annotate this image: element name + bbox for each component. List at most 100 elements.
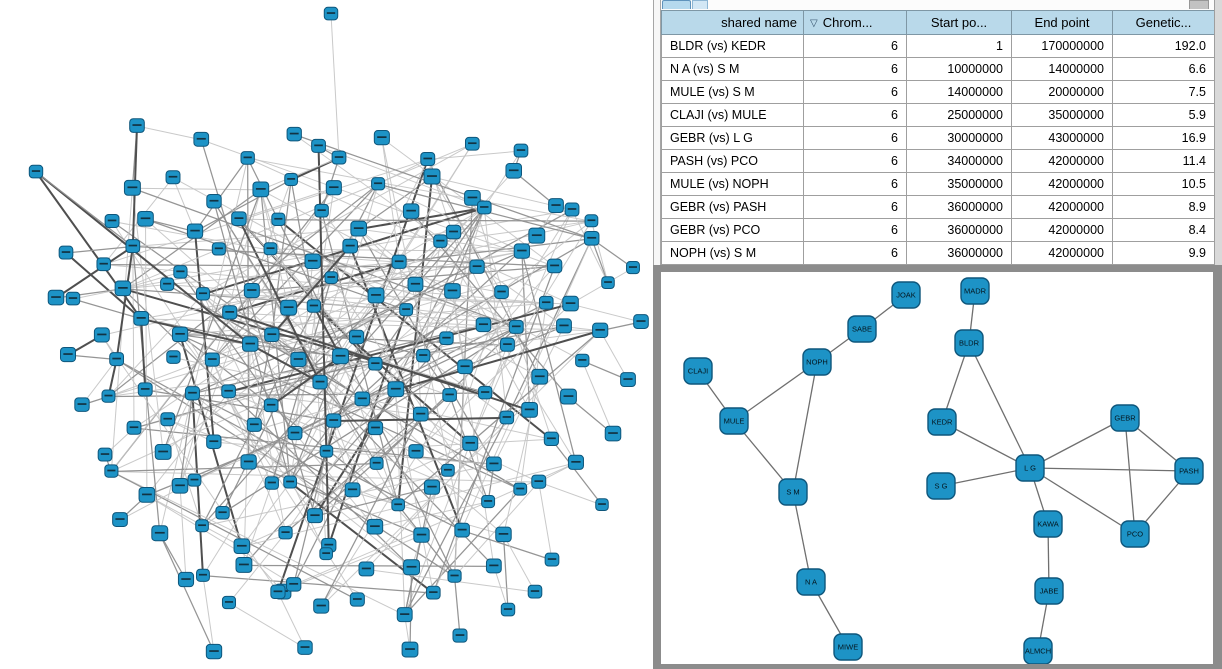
network-node[interactable] xyxy=(366,518,384,535)
cell-shared-name[interactable]: PASH (vs) PCO xyxy=(661,149,804,173)
network-node[interactable] xyxy=(211,242,226,256)
network-node[interactable] xyxy=(96,257,111,272)
network-node[interactable] xyxy=(521,401,538,418)
network-node[interactable] xyxy=(324,271,339,284)
cell-value[interactable]: 6 xyxy=(803,126,907,150)
network-node[interactable] xyxy=(454,522,470,538)
column-header-start-po-[interactable]: Start po... xyxy=(906,10,1012,35)
network-node[interactable] xyxy=(407,276,424,292)
node-pash[interactable]: PASH xyxy=(1174,457,1204,485)
network-node[interactable] xyxy=(457,359,473,375)
cell-value[interactable]: 10.5 xyxy=(1112,172,1214,196)
network-node[interactable] xyxy=(297,640,313,655)
panel-splitter[interactable] xyxy=(653,0,661,265)
cell-shared-name[interactable]: BLDR (vs) KEDR xyxy=(661,34,804,58)
network-node[interactable] xyxy=(604,425,622,442)
network-node[interactable] xyxy=(304,253,321,269)
network-node[interactable] xyxy=(284,172,299,186)
network-node[interactable] xyxy=(171,478,189,494)
cell-value[interactable]: 9.9 xyxy=(1112,241,1214,265)
network-node[interactable] xyxy=(373,130,390,146)
network-node[interactable] xyxy=(187,473,202,487)
network-node[interactable] xyxy=(278,525,293,540)
network-node[interactable] xyxy=(620,372,636,388)
node-pco[interactable]: PCO xyxy=(1120,520,1150,548)
network-node[interactable] xyxy=(508,319,524,334)
cell-value[interactable]: 8.9 xyxy=(1112,195,1214,219)
network-node[interactable] xyxy=(280,299,298,316)
network-node[interactable] xyxy=(283,475,298,489)
network-node[interactable] xyxy=(413,527,430,543)
network-node[interactable] xyxy=(556,318,572,334)
network-node[interactable] xyxy=(204,352,220,367)
network-node[interactable] xyxy=(499,410,515,425)
network-node[interactable] xyxy=(290,351,307,368)
network-node[interactable] xyxy=(313,598,330,614)
column-header-shared-name[interactable]: shared name xyxy=(661,10,804,35)
network-node[interactable] xyxy=(331,150,347,165)
cell-shared-name[interactable]: NOPH (vs) S M xyxy=(661,241,804,265)
network-node[interactable] xyxy=(104,213,120,229)
table-row[interactable]: BLDR (vs) KEDR 6 1 170000000 192.0 xyxy=(661,34,1214,58)
network-node[interactable] xyxy=(500,602,516,617)
network-node[interactable] xyxy=(505,162,523,179)
network-node[interactable] xyxy=(401,641,419,658)
network-node[interactable] xyxy=(371,177,386,191)
cell-value[interactable]: 42000000 xyxy=(1011,241,1113,265)
cell-shared-name[interactable]: GEBR (vs) L G xyxy=(661,126,804,150)
network-node[interactable] xyxy=(126,420,142,435)
network-node[interactable] xyxy=(129,118,145,133)
node-l-g[interactable]: L G xyxy=(1015,454,1045,482)
network-node[interactable] xyxy=(494,285,509,299)
network-node[interactable] xyxy=(486,456,502,472)
filter-icon[interactable]: ▽ xyxy=(810,18,818,29)
cell-value[interactable]: 42000000 xyxy=(1011,218,1113,242)
table-row[interactable]: GEBR (vs) PCO 6 36000000 42000000 8.4 xyxy=(661,218,1214,242)
network-node[interactable] xyxy=(287,426,303,441)
cell-value[interactable]: 36000000 xyxy=(906,241,1012,265)
cell-value[interactable]: 10000000 xyxy=(906,57,1012,81)
network-node[interactable] xyxy=(264,327,280,342)
table-row[interactable]: MULE (vs) S M 6 14000000 20000000 7.5 xyxy=(661,80,1214,104)
network-node[interactable] xyxy=(222,305,238,320)
network-node[interactable] xyxy=(433,234,448,248)
network-node[interactable] xyxy=(173,265,188,279)
network-node[interactable] xyxy=(166,350,181,364)
node-almch[interactable]: ALMCH xyxy=(1023,637,1053,664)
cell-value[interactable]: 35000000 xyxy=(1011,103,1113,127)
network-node[interactable] xyxy=(416,348,431,363)
network-node[interactable] xyxy=(349,592,365,607)
network-node[interactable] xyxy=(243,282,260,299)
network-node[interactable] xyxy=(350,220,367,237)
network-node[interactable] xyxy=(426,585,441,600)
cell-value[interactable]: 6 xyxy=(803,149,907,173)
network-node[interactable] xyxy=(546,258,563,274)
network-node[interactable] xyxy=(513,143,529,158)
cell-value[interactable]: 6 xyxy=(803,57,907,81)
network-node[interactable] xyxy=(325,180,342,196)
network-node[interactable] xyxy=(186,223,204,239)
network-node[interactable] xyxy=(528,227,546,244)
network-node[interactable] xyxy=(633,314,649,329)
network-node[interactable] xyxy=(560,388,577,405)
network-node[interactable] xyxy=(263,398,279,413)
network-node[interactable] xyxy=(367,287,385,304)
network-node[interactable] xyxy=(205,643,223,660)
network-node[interactable] xyxy=(206,434,222,449)
network-node[interactable] xyxy=(114,280,132,297)
network-node[interactable] xyxy=(233,538,251,555)
network-node[interactable] xyxy=(499,337,515,352)
network-node[interactable] xyxy=(323,6,339,21)
network-node[interactable] xyxy=(235,556,253,573)
network-node[interactable] xyxy=(601,276,615,290)
network-node[interactable] xyxy=(151,525,169,542)
network-node[interactable] xyxy=(342,238,358,254)
cell-value[interactable]: 1 xyxy=(906,34,1012,58)
cell-value[interactable]: 25000000 xyxy=(906,103,1012,127)
cell-shared-name[interactable]: MULE (vs) S M xyxy=(661,80,804,104)
table-row[interactable]: CLAJI (vs) MULE 6 25000000 35000000 5.9 xyxy=(661,103,1214,127)
node-s-m[interactable]: S M xyxy=(778,478,808,506)
network-node[interactable] xyxy=(423,168,441,185)
network-node[interactable] xyxy=(195,287,211,301)
network-node[interactable] xyxy=(538,295,554,310)
